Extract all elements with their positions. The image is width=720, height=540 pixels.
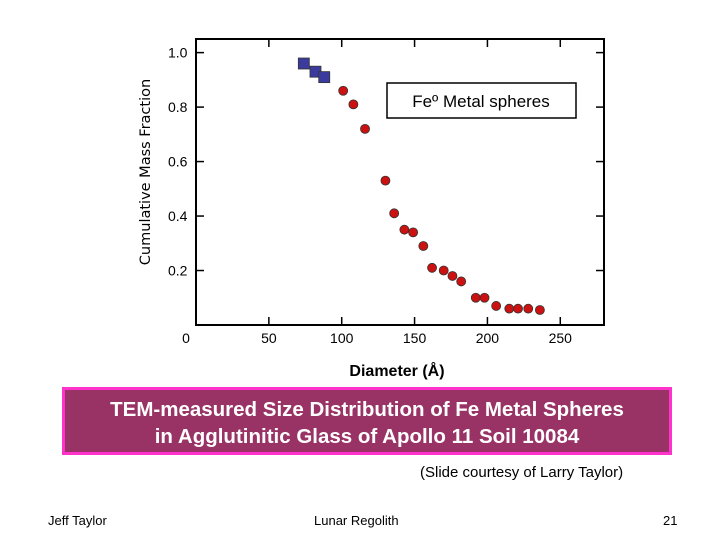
y-tick-label: 0.4: [168, 208, 188, 224]
x-axis-label: Diameter (Å): [349, 361, 444, 380]
legend-box: Feº Metal spheres: [386, 82, 577, 119]
data-points: [297, 57, 545, 315]
data-point-circle: [360, 123, 370, 134]
data-point-circle: [470, 292, 481, 303]
y-tick-label: 0.2: [168, 263, 188, 279]
x-tick-label: 200: [476, 330, 500, 346]
data-point-circle: [523, 303, 534, 314]
x-tick-label: 250: [549, 330, 573, 346]
footer-author: Jeff Taylor: [48, 513, 107, 528]
data-point-circle: [380, 175, 391, 186]
y-tick-label: 0.6: [168, 154, 188, 170]
data-point-circle: [408, 227, 419, 238]
footer-topic: Lunar Regolith: [314, 513, 399, 528]
x-tick-label: 100: [330, 330, 354, 346]
slide-credit: (Slide courtesy of Larry Taylor): [420, 464, 624, 481]
y-tick-label: 1.0: [168, 45, 188, 61]
data-point-circle: [418, 241, 429, 251]
banner-line-2: in Agglutinitic Glass of Apollo 11 Soil …: [154, 425, 580, 448]
data-point-circle: [399, 224, 410, 235]
x-tick-label: 0: [182, 330, 190, 346]
banner-line-1: TEM-measured Size Distribution of Fe Met…: [110, 398, 624, 421]
plot-frame: [195, 38, 605, 326]
y-tick-label: 0.8: [168, 99, 188, 115]
data-point-circle: [427, 262, 437, 273]
data-point-circle: [456, 276, 467, 287]
data-point-square: [297, 57, 310, 70]
data-point-circle: [438, 265, 449, 276]
data-point-circle: [504, 303, 515, 314]
data-point-circle: [479, 292, 490, 303]
scatter-chart: 0.2 0.4 0.6 0.8 1.0 0 50 100 150 200 250 Cumulativ…: [138, 38, 605, 380]
title-banner: TEM-measured Size Distribution of Fe Met…: [62, 387, 672, 455]
legend-box-text: Feº Metal spheres: [412, 92, 550, 111]
data-point-circle: [513, 303, 523, 314]
y-axis-label: Cumulative Mass Fraction: [138, 79, 154, 265]
data-point-circle: [447, 271, 458, 281]
data-point-circle: [338, 85, 349, 96]
x-tick-label: 50: [261, 330, 277, 346]
data-point-circle: [534, 305, 545, 315]
x-tick-label: 150: [403, 330, 427, 346]
data-point-square: [318, 71, 331, 84]
axis-ticks: 0.2 0.4 0.6 0.8 1.0 0 50 100 150 200 250: [168, 39, 604, 346]
data-point-circle: [491, 301, 502, 311]
legend-box-frame: [386, 82, 577, 119]
footer-page-number: 21: [663, 513, 678, 528]
data-point-circle: [389, 208, 400, 219]
data-point-circle: [348, 99, 359, 110]
